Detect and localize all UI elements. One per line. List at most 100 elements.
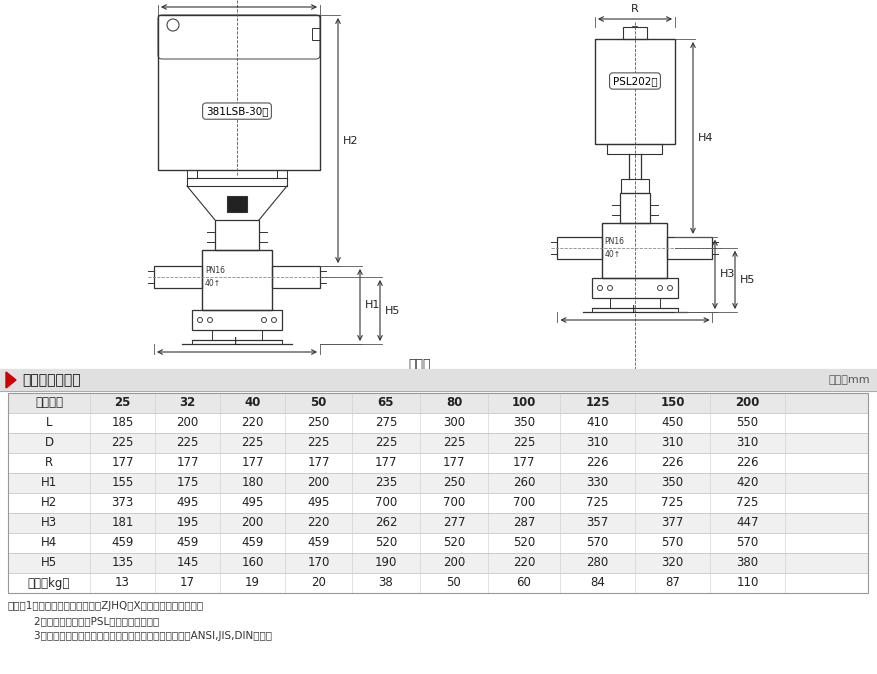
Text: 200: 200 xyxy=(307,477,329,489)
Text: 195: 195 xyxy=(176,516,198,530)
Text: H1: H1 xyxy=(41,477,57,489)
Bar xyxy=(591,278,677,298)
Bar xyxy=(192,310,282,330)
Text: 200: 200 xyxy=(734,396,759,410)
Text: 200: 200 xyxy=(442,557,465,570)
Bar xyxy=(153,266,202,288)
Text: 459: 459 xyxy=(241,537,263,549)
Text: 225: 225 xyxy=(307,437,329,450)
Text: 200: 200 xyxy=(176,417,198,429)
Text: 150: 150 xyxy=(660,396,684,410)
Text: 177: 177 xyxy=(307,456,330,470)
Text: D: D xyxy=(234,0,243,2)
Text: 180: 180 xyxy=(241,477,263,489)
Text: 重量（kg）: 重量（kg） xyxy=(28,576,70,590)
Bar xyxy=(595,39,674,144)
Bar xyxy=(557,237,602,259)
Text: 459: 459 xyxy=(111,537,133,549)
Bar xyxy=(8,433,867,453)
Text: 13: 13 xyxy=(115,576,130,590)
Text: 373: 373 xyxy=(111,497,133,510)
Text: 262: 262 xyxy=(374,516,396,530)
Text: H5: H5 xyxy=(739,275,754,285)
Text: R: R xyxy=(631,4,638,14)
Text: 17: 17 xyxy=(180,576,195,590)
Text: 160: 160 xyxy=(241,557,263,570)
Text: H3: H3 xyxy=(41,516,57,530)
Text: H2: H2 xyxy=(343,135,358,146)
Text: 175: 175 xyxy=(176,477,198,489)
Bar xyxy=(8,453,867,473)
Bar xyxy=(8,393,867,413)
Text: D: D xyxy=(45,437,53,450)
Text: 3、阀门法兰及法兰端面距可按用户指定标准制造，如：ANSI,JIS,DIN标准。: 3、阀门法兰及法兰端面距可按用户指定标准制造，如：ANSI,JIS,DIN标准。 xyxy=(8,631,272,641)
Text: 357: 357 xyxy=(586,516,608,530)
Text: 32: 32 xyxy=(179,396,196,410)
Text: 520: 520 xyxy=(442,537,465,549)
Text: 226: 226 xyxy=(586,456,608,470)
Text: 280: 280 xyxy=(586,557,608,570)
Text: 220: 220 xyxy=(512,557,535,570)
Text: 181: 181 xyxy=(111,516,133,530)
Text: 25: 25 xyxy=(114,396,131,410)
Text: 225: 225 xyxy=(442,437,465,450)
Bar xyxy=(8,553,867,573)
Bar xyxy=(619,193,649,223)
Text: 225: 225 xyxy=(176,437,198,450)
Bar xyxy=(227,196,246,212)
Text: 40↑: 40↑ xyxy=(603,250,620,259)
Text: 260: 260 xyxy=(512,477,535,489)
Bar xyxy=(8,473,867,493)
Bar xyxy=(202,250,272,310)
Bar xyxy=(667,237,712,259)
Text: H3: H3 xyxy=(719,270,735,280)
Bar xyxy=(158,15,319,170)
Text: H4: H4 xyxy=(41,537,57,549)
Bar xyxy=(602,223,667,278)
Text: 135: 135 xyxy=(111,557,133,570)
Text: 550: 550 xyxy=(736,417,758,429)
Text: 320: 320 xyxy=(660,557,683,570)
Text: 250: 250 xyxy=(307,417,329,429)
Text: 275: 275 xyxy=(374,417,396,429)
Text: 459: 459 xyxy=(307,537,329,549)
Bar xyxy=(187,170,196,178)
Text: L: L xyxy=(46,417,53,429)
Text: 377: 377 xyxy=(660,516,683,530)
Text: H4: H4 xyxy=(697,133,713,143)
Text: 725: 725 xyxy=(660,497,683,510)
Text: 350: 350 xyxy=(512,417,534,429)
Text: 226: 226 xyxy=(736,456,758,470)
Text: 公称通径: 公称通径 xyxy=(35,396,63,410)
Text: 备注：1、其余结构外形尺寸参照ZJHQ、X气动薄膜双座调节阀。: 备注：1、其余结构外形尺寸参照ZJHQ、X气动薄膜双座调节阀。 xyxy=(8,601,203,611)
Text: 2、表中重量为配用PSL型执行机构数据。: 2、表中重量为配用PSL型执行机构数据。 xyxy=(8,616,159,626)
Text: H5: H5 xyxy=(41,557,57,570)
Text: 170: 170 xyxy=(307,557,329,570)
Text: 155: 155 xyxy=(111,477,133,489)
Bar xyxy=(607,144,662,154)
Text: 310: 310 xyxy=(736,437,758,450)
Text: 40↑: 40↑ xyxy=(204,279,221,288)
Text: 700: 700 xyxy=(512,497,534,510)
Text: 381LSB-30型: 381LSB-30型 xyxy=(205,106,268,116)
Text: 447: 447 xyxy=(736,516,758,530)
Text: 570: 570 xyxy=(586,537,608,549)
Text: 225: 225 xyxy=(374,437,396,450)
Text: 177: 177 xyxy=(176,456,198,470)
Bar xyxy=(623,27,646,39)
Text: 495: 495 xyxy=(241,497,263,510)
Text: 277: 277 xyxy=(442,516,465,530)
Text: L: L xyxy=(631,305,638,315)
Text: 450: 450 xyxy=(660,417,683,429)
Text: 225: 225 xyxy=(111,437,133,450)
Text: H1: H1 xyxy=(365,300,380,310)
Bar xyxy=(272,266,319,288)
Bar xyxy=(311,28,319,40)
Text: 110: 110 xyxy=(736,576,758,590)
Text: 50: 50 xyxy=(310,396,326,410)
Text: 177: 177 xyxy=(374,456,396,470)
Text: 190: 190 xyxy=(374,557,396,570)
Text: 87: 87 xyxy=(664,576,679,590)
Text: 495: 495 xyxy=(176,497,198,510)
Text: 350: 350 xyxy=(660,477,683,489)
